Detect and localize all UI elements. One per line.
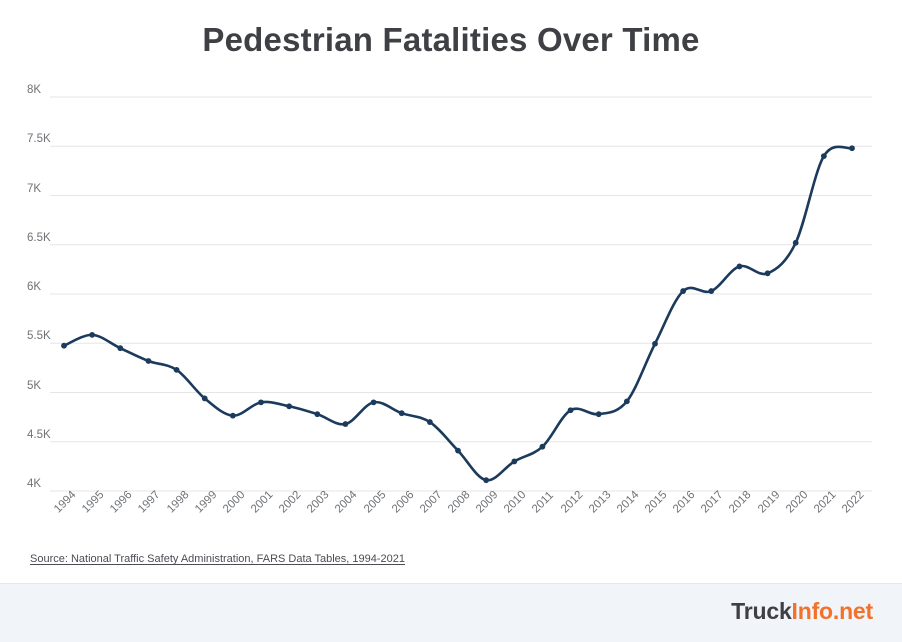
y-axis-tick-label: 7.5K [27, 133, 51, 146]
brand-logo-accent: Info.net [791, 598, 874, 624]
data-point-marker[interactable] [511, 458, 518, 465]
data-point-marker[interactable] [342, 421, 349, 427]
gridlines-group [50, 96, 872, 492]
data-point-marker[interactable] [89, 331, 96, 338]
source-note[interactable]: Source: National Traffic Safety Administ… [30, 553, 406, 565]
data-point-marker[interactable] [680, 288, 687, 294]
data-point-marker[interactable] [708, 288, 715, 294]
line-chart-svg [50, 96, 872, 492]
data-point-marker[interactable] [567, 407, 574, 414]
data-point-marker[interactable] [736, 263, 743, 270]
page-footer: TruckInfo.net [0, 583, 902, 642]
y-axis-tick-label: 5.5K [27, 330, 51, 343]
data-point-marker[interactable] [370, 399, 377, 406]
data-point-marker[interactable] [849, 145, 855, 152]
data-point-marker[interactable] [652, 340, 658, 347]
data-point-marker[interactable] [595, 411, 602, 418]
y-axis-tick-label: 4K [27, 478, 42, 490]
series-line-pedestrian-fatalities [62, 145, 854, 482]
y-axis-tick-label: 6K [27, 281, 42, 293]
data-point-marker[interactable] [426, 419, 433, 425]
data-point-marker[interactable] [398, 410, 405, 417]
data-point-marker[interactable] [117, 345, 124, 352]
data-point-marker[interactable] [286, 403, 293, 410]
data-point-markers [61, 145, 855, 484]
data-point-marker[interactable] [539, 443, 546, 450]
y-axis-tick-label: 5K [27, 379, 42, 392]
data-point-marker[interactable] [229, 412, 236, 419]
brand-logo-primary: Truck [731, 598, 792, 624]
data-point-marker[interactable] [623, 398, 630, 405]
data-point-marker[interactable] [61, 342, 67, 349]
data-point-marker[interactable] [455, 447, 461, 454]
data-point-marker[interactable] [792, 239, 799, 246]
page-title: Pedestrian Fatalities Over Time [202, 21, 700, 58]
y-axis-tick-label: 8K [27, 84, 42, 96]
data-point-marker[interactable] [145, 358, 152, 364]
data-point-marker[interactable] [314, 411, 321, 418]
data-point-marker[interactable] [483, 477, 490, 484]
data-point-marker[interactable] [258, 399, 264, 406]
y-axis-tick-label: 4.5K [27, 428, 51, 441]
y-axis-tick-label: 7K [27, 182, 42, 195]
y-axis-tick-label: 6.5K [27, 231, 51, 244]
data-point-marker[interactable] [173, 366, 180, 373]
chart-plot-area: 4K 4.5K 5K 5.5K 6K 6.5K 7K 7.5K 8K 1994 1995 1996 1… [27, 84, 872, 515]
data-point-marker[interactable] [764, 270, 771, 277]
brand-logo[interactable]: TruckInfo.net [731, 598, 873, 625]
data-point-marker[interactable] [820, 153, 827, 160]
data-point-marker[interactable] [201, 395, 208, 402]
